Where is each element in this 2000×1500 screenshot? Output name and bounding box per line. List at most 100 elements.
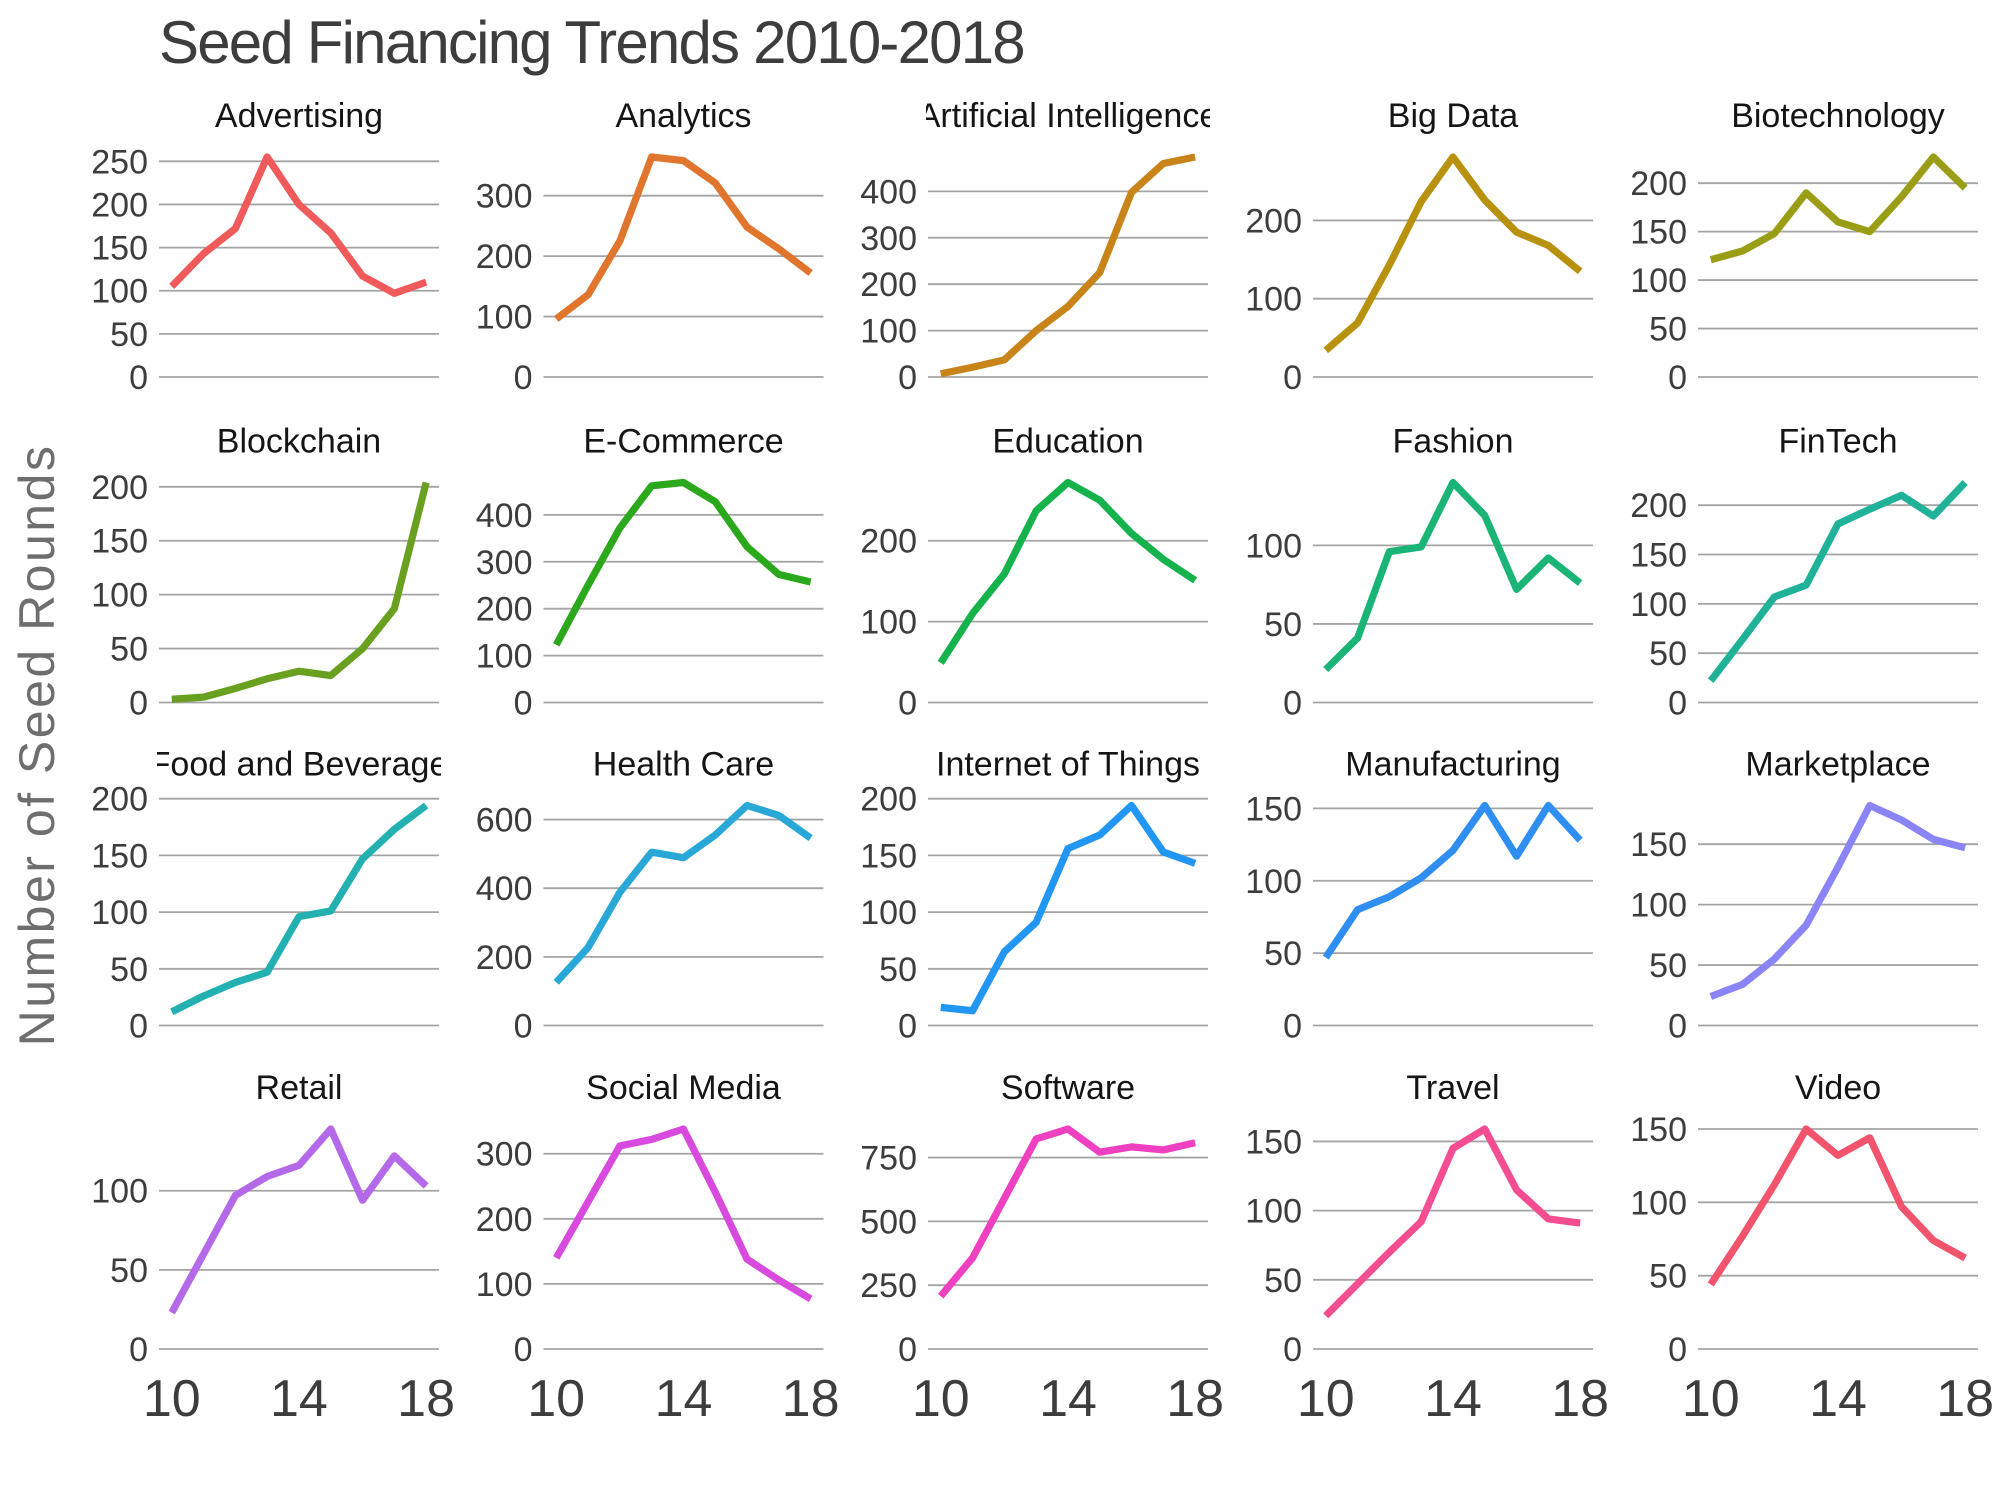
svg-text:18: 18: [782, 1370, 840, 1428]
svg-text:200: 200: [860, 266, 917, 304]
svg-text:250: 250: [860, 1267, 917, 1305]
svg-text:Seed Financing Trends 2010-201: Seed Financing Trends 2010-2018: [159, 9, 1024, 76]
svg-text:14: 14: [270, 1370, 328, 1428]
svg-text:100: 100: [1245, 281, 1302, 319]
svg-text:200: 200: [1630, 165, 1687, 203]
svg-text:0: 0: [1668, 1008, 1687, 1046]
svg-text:200: 200: [1630, 487, 1687, 525]
svg-text:50: 50: [1649, 311, 1687, 349]
svg-text:250: 250: [91, 143, 148, 181]
svg-text:150: 150: [1630, 826, 1687, 864]
svg-text:50: 50: [1649, 1258, 1687, 1296]
svg-text:0: 0: [898, 359, 917, 397]
svg-text:750: 750: [860, 1140, 917, 1178]
svg-text:0: 0: [1283, 685, 1302, 723]
svg-text:Big Data: Big Data: [1388, 97, 1518, 135]
svg-text:200: 200: [91, 469, 148, 507]
svg-text:100: 100: [1630, 586, 1687, 624]
svg-text:50: 50: [110, 631, 148, 669]
svg-text:Artificial Intelligence: Artificial Intelligence: [918, 97, 1218, 135]
svg-text:300: 300: [860, 220, 917, 258]
svg-text:200: 200: [476, 238, 533, 276]
svg-text:100: 100: [860, 894, 917, 932]
svg-text:14: 14: [1424, 1370, 1482, 1428]
svg-text:200: 200: [91, 781, 148, 819]
svg-text:0: 0: [514, 1331, 533, 1369]
svg-text:600: 600: [476, 802, 533, 840]
svg-text:200: 200: [476, 1201, 533, 1239]
svg-text:300: 300: [476, 1136, 533, 1174]
svg-text:10: 10: [143, 1370, 201, 1428]
svg-text:10: 10: [1297, 1370, 1355, 1428]
svg-text:Manufacturing: Manufacturing: [1345, 746, 1560, 784]
svg-text:Education: Education: [992, 423, 1143, 461]
svg-text:0: 0: [514, 1008, 533, 1046]
svg-text:300: 300: [476, 544, 533, 582]
svg-text:50: 50: [1264, 606, 1302, 644]
svg-text:100: 100: [91, 577, 148, 615]
svg-text:0: 0: [1283, 1331, 1302, 1369]
svg-text:300: 300: [476, 178, 533, 216]
svg-text:Social Media: Social Media: [586, 1069, 781, 1107]
svg-text:Biotechnology: Biotechnology: [1731, 97, 1945, 135]
svg-text:100: 100: [91, 273, 148, 311]
svg-text:0: 0: [129, 1008, 148, 1046]
svg-text:Travel: Travel: [1406, 1069, 1499, 1107]
svg-text:Software: Software: [1001, 1069, 1135, 1107]
svg-text:0: 0: [129, 685, 148, 723]
svg-text:18: 18: [1936, 1370, 1994, 1428]
svg-text:50: 50: [1649, 635, 1687, 673]
svg-text:100: 100: [91, 1173, 148, 1211]
svg-text:150: 150: [91, 837, 148, 875]
svg-text:100: 100: [1245, 1193, 1302, 1231]
svg-text:Number of Seed Rounds: Number of Seed Rounds: [9, 444, 65, 1047]
svg-text:50: 50: [879, 951, 917, 989]
svg-text:150: 150: [860, 837, 917, 875]
svg-text:200: 200: [476, 591, 533, 629]
svg-text:0: 0: [129, 359, 148, 397]
svg-text:50: 50: [1264, 1262, 1302, 1300]
svg-text:0: 0: [1668, 1331, 1687, 1369]
svg-text:0: 0: [514, 685, 533, 723]
svg-text:150: 150: [91, 523, 148, 561]
svg-text:100: 100: [476, 299, 533, 337]
svg-text:10: 10: [527, 1370, 585, 1428]
svg-text:Blockchain: Blockchain: [217, 423, 381, 461]
svg-text:Marketplace: Marketplace: [1745, 746, 1930, 784]
svg-text:18: 18: [1166, 1370, 1224, 1428]
svg-text:FinTech: FinTech: [1778, 423, 1897, 461]
svg-text:Fashion: Fashion: [1393, 423, 1514, 461]
svg-text:Analytics: Analytics: [615, 97, 751, 135]
svg-text:100: 100: [860, 313, 917, 351]
svg-text:150: 150: [1630, 1111, 1687, 1149]
svg-text:150: 150: [1245, 1123, 1302, 1161]
svg-text:200: 200: [860, 523, 917, 561]
svg-text:0: 0: [1283, 1008, 1302, 1046]
svg-text:400: 400: [476, 870, 533, 908]
svg-text:200: 200: [476, 939, 533, 977]
svg-text:Advertising: Advertising: [215, 97, 383, 135]
svg-text:50: 50: [1264, 935, 1302, 973]
svg-text:18: 18: [397, 1370, 455, 1428]
svg-text:100: 100: [1245, 527, 1302, 565]
svg-text:150: 150: [1630, 537, 1687, 575]
svg-text:100: 100: [860, 604, 917, 642]
svg-text:50: 50: [110, 1252, 148, 1290]
svg-text:14: 14: [655, 1370, 713, 1428]
svg-text:14: 14: [1809, 1370, 1867, 1428]
svg-text:100: 100: [476, 638, 533, 676]
svg-text:150: 150: [1630, 214, 1687, 252]
svg-text:10: 10: [1682, 1370, 1740, 1428]
svg-text:0: 0: [514, 359, 533, 397]
svg-text:400: 400: [476, 497, 533, 535]
svg-text:100: 100: [1630, 262, 1687, 300]
svg-text:150: 150: [91, 230, 148, 268]
svg-text:Internet of Things: Internet of Things: [936, 746, 1200, 784]
svg-text:0: 0: [1668, 685, 1687, 723]
svg-text:100: 100: [1245, 863, 1302, 901]
svg-text:Retail: Retail: [256, 1069, 343, 1107]
svg-text:Video: Video: [1795, 1069, 1881, 1107]
svg-text:0: 0: [898, 1331, 917, 1369]
svg-text:0: 0: [898, 685, 917, 723]
svg-text:200: 200: [1245, 202, 1302, 240]
